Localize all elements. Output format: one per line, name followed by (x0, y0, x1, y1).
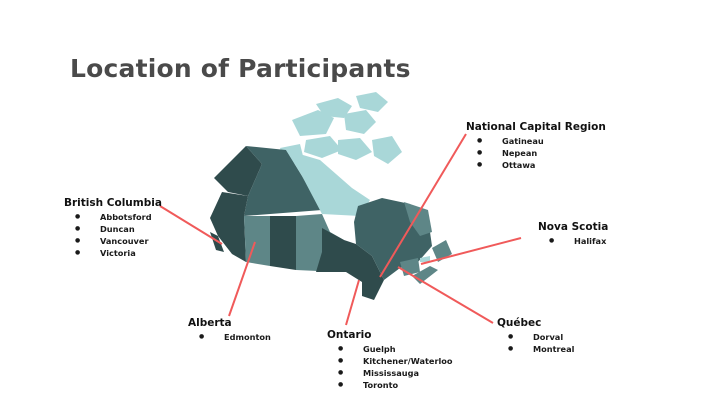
mainland (210, 146, 452, 300)
leader-line-alberta (228, 241, 256, 317)
city-list: Halifax (538, 235, 608, 247)
region-nova-scotia: Nova Scotia Halifax (538, 221, 608, 247)
leader-line-british-columbia (159, 205, 223, 245)
list-item: Abbotsford (64, 211, 162, 223)
region-national-capital-region: National Capital Region Gatineau Nepean … (466, 121, 606, 171)
leader-line-national-capital-region (379, 133, 467, 278)
british-columbia (210, 192, 248, 262)
leader-line-ontario (345, 279, 360, 326)
ontario (316, 228, 384, 300)
list-item: Halifax (538, 235, 608, 247)
city-list: Edmonton (188, 331, 271, 343)
saskatchewan (270, 216, 296, 270)
list-item: Mississauga (327, 367, 453, 379)
region-name: Alberta (188, 317, 232, 329)
yukon (214, 146, 262, 196)
region-name: Nova Scotia (538, 221, 609, 233)
list-item: Guelph (327, 343, 453, 355)
slide-title: Location of Participants (70, 54, 411, 83)
city-list: Gatineau Nepean Ottawa (466, 135, 606, 171)
leader-line-quebec (397, 266, 494, 324)
arctic-islands (280, 92, 402, 166)
city-list: Abbotsford Duncan Vancouver Victoria (64, 211, 162, 259)
labrador (404, 202, 432, 236)
alberta (244, 216, 270, 266)
leader-line-nova-scotia (420, 237, 522, 265)
region-name: Québec (497, 317, 542, 329)
list-item: Toronto (327, 379, 453, 391)
list-item: Duncan (64, 223, 162, 235)
northwest-territories (244, 146, 322, 216)
list-item: Nepean (466, 147, 606, 159)
region-name: National Capital Region (466, 121, 606, 133)
list-item: Victoria (64, 247, 162, 259)
region-quebec: Québec Dorval Montreal (497, 317, 574, 355)
region-alberta: Alberta Edmonton (188, 317, 271, 343)
list-item: Edmonton (188, 331, 271, 343)
list-item: Vancouver (64, 235, 162, 247)
prince-edward-island (420, 256, 430, 262)
region-name: British Columbia (64, 197, 162, 209)
list-item: Ottawa (466, 159, 606, 171)
list-item: Dorval (497, 331, 574, 343)
region-british-columbia: British Columbia Abbotsford Duncan Vanco… (64, 197, 162, 259)
region-name: Ontario (327, 329, 372, 341)
city-list: Dorval Montreal (497, 331, 574, 355)
list-item: Gatineau (466, 135, 606, 147)
list-item: Kitchener/Waterloo (327, 355, 453, 367)
list-item: Montreal (497, 343, 574, 355)
city-list: Guelph Kitchener/Waterloo Mississauga To… (327, 343, 453, 391)
leader-lines (159, 133, 522, 326)
region-ontario: Ontario Guelph Kitchener/Waterloo Missis… (327, 329, 453, 391)
nunavut (286, 150, 370, 216)
